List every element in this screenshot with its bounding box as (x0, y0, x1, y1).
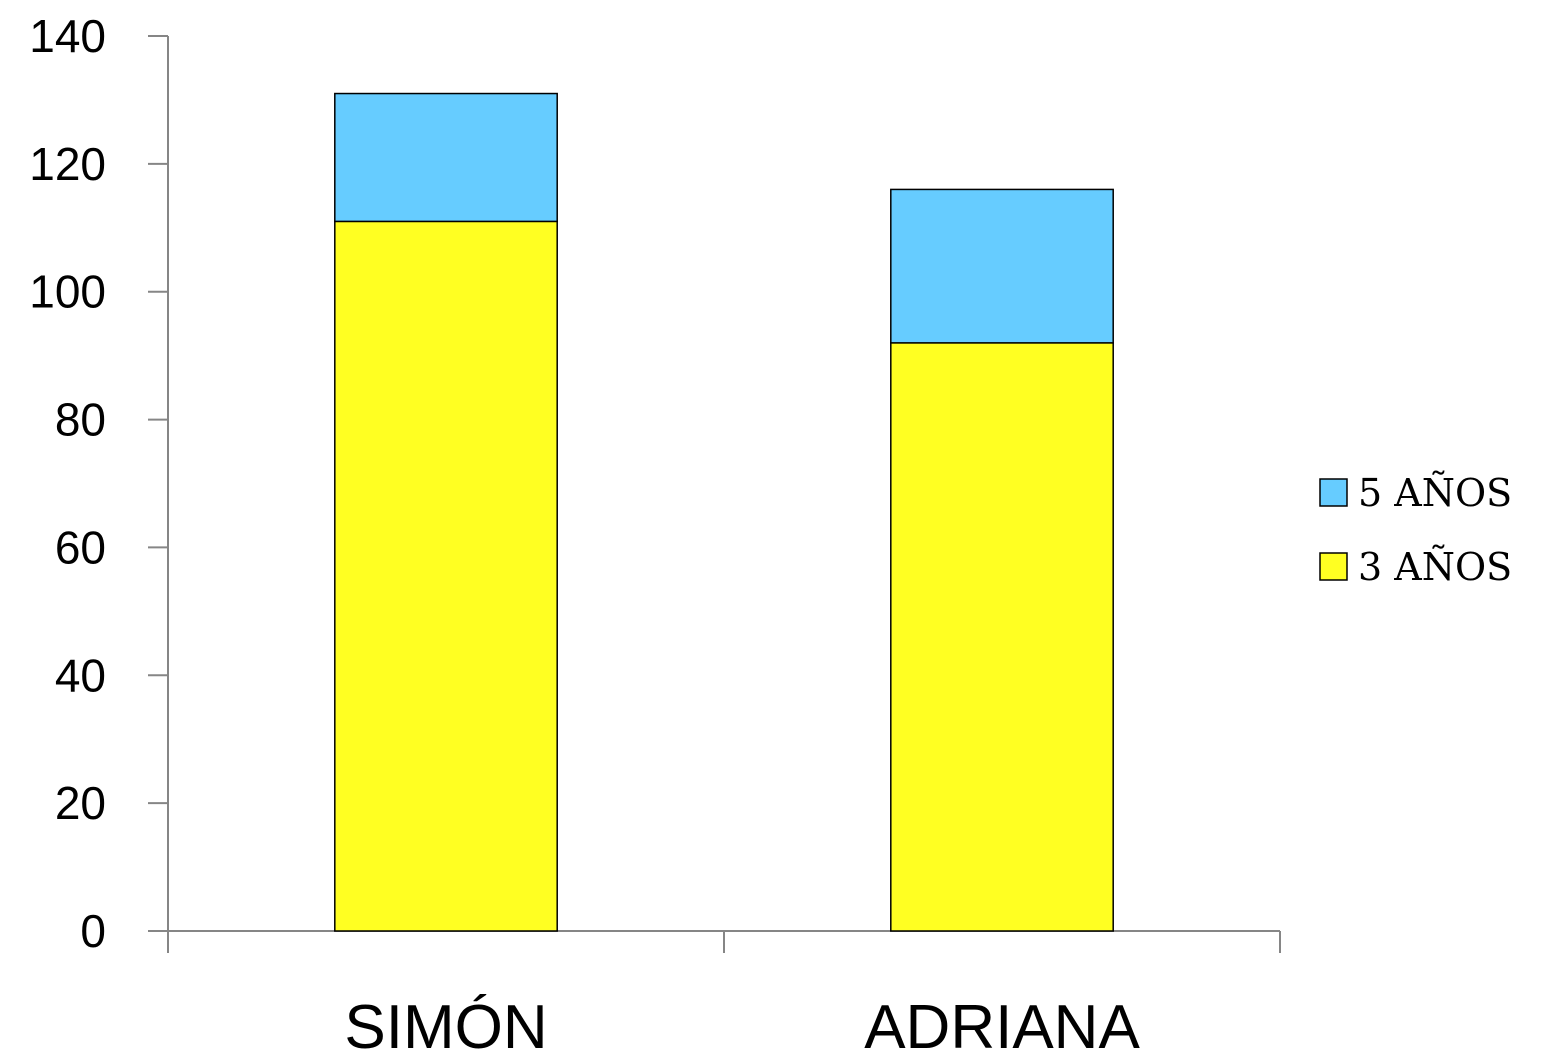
y-tick-label: 100 (29, 266, 106, 318)
bar-segment (334, 92, 558, 223)
x-category-label: ADRIANA (864, 993, 1140, 1056)
legend-label: 3 AÑOS (1358, 545, 1512, 589)
y-tick-label: 140 (29, 10, 106, 62)
y-tick-label: 0 (80, 905, 106, 957)
bar-segment (890, 342, 1114, 932)
y-axis: 0 20 40 60 80 100 120 140 (29, 10, 169, 957)
y-tick-label: 40 (55, 649, 106, 701)
legend-swatch (1319, 478, 1348, 507)
x-axis: SIMÓN ADRIANA (167, 930, 1281, 1056)
y-tick-label: 120 (29, 138, 106, 190)
bars (334, 92, 1114, 932)
x-category-label: SIMÓN (344, 993, 547, 1056)
bar-segment (890, 188, 1114, 344)
legend-label: 5 AÑOS (1358, 471, 1512, 515)
y-tick-label: 60 (55, 521, 106, 573)
legend-swatch (1319, 552, 1348, 581)
legend: 5 AÑOS 3 AÑOS (1319, 471, 1512, 589)
y-tick-label: 80 (55, 394, 106, 446)
bar-segment (334, 220, 558, 932)
y-tick-label: 20 (55, 777, 106, 829)
